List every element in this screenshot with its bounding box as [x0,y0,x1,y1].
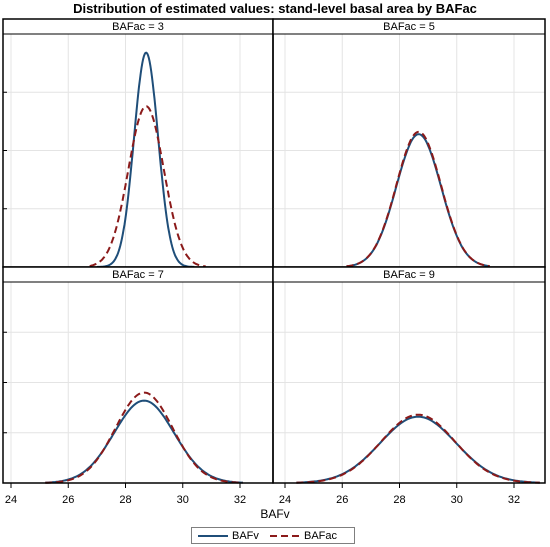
curve-bafv [346,133,490,268]
x-tick-label: 30 [177,494,189,506]
panel-label: BAFac = 9 [383,269,435,281]
chart-title: Distribution of estimated values: stand-… [73,1,477,16]
legend-swatch-bafac [270,535,300,537]
panel-frame [2,18,274,268]
curve-bafv [96,51,195,268]
x-tick-label: 24 [279,494,291,506]
curve-bafac [89,105,206,268]
x-tick-label: 28 [119,494,131,506]
panel-frame [272,266,546,484]
curve-bafac [296,413,540,484]
legend-label-bafac: BAFac [304,530,338,542]
curve-bafv [296,415,540,484]
panel-label: BAFac = 5 [383,21,435,33]
panel-label: BAFac = 3 [112,21,164,33]
x-tick-label: 32 [508,494,520,506]
curve-bafac [45,391,243,484]
curve-bafv [45,399,243,484]
x-tick-label: 26 [62,494,74,506]
x-tick-label: 30 [451,494,463,506]
curve-bafac [346,130,490,268]
legend-swatch-bafv [198,535,228,537]
x-axis-label: BAFv [260,507,290,521]
x-tick-label: 32 [234,494,246,506]
x-tick-label: 24 [5,494,17,506]
legend: BAFv BAFac [191,527,355,544]
legend-label-bafv: BAFv [232,530,259,542]
x-tick-label: 28 [393,494,405,506]
panel-frame [2,266,274,484]
panel-label: BAFac = 7 [112,269,164,281]
x-tick-label: 26 [336,494,348,506]
